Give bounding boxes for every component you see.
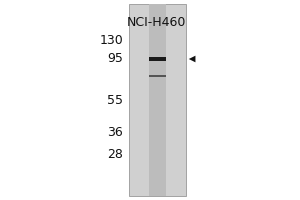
Bar [149,75,166,77]
Bar [149,57,166,61]
Text: 28: 28 [107,148,123,160]
Text: 36: 36 [107,126,123,138]
Bar [129,4,186,196]
Text: 130: 130 [99,33,123,46]
Text: NCI-H460: NCI-H460 [126,16,186,29]
Bar [149,4,166,196]
Text: 55: 55 [107,94,123,106]
Text: 95: 95 [107,52,123,66]
